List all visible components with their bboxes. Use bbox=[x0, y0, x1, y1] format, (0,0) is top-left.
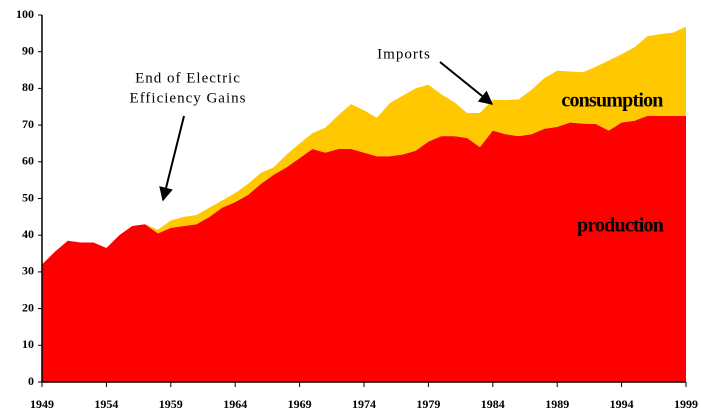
x-tick-label: 1949 bbox=[30, 397, 54, 411]
series-label: Imports bbox=[377, 46, 431, 62]
x-tick-label: 1954 bbox=[94, 397, 118, 411]
series-label: production bbox=[577, 215, 664, 237]
x-tick-label: 1984 bbox=[481, 397, 505, 411]
x-tick-label: 1974 bbox=[352, 397, 376, 411]
x-tick-label: 1964 bbox=[223, 397, 247, 411]
x-tick-label: 1959 bbox=[159, 397, 183, 411]
y-tick-label: 40 bbox=[22, 227, 34, 241]
arrow bbox=[159, 115, 185, 202]
y-tick-label: 60 bbox=[22, 154, 34, 168]
annotation: End of Electric bbox=[135, 70, 241, 86]
y-tick-label: 30 bbox=[22, 264, 34, 278]
x-tick-label: 1979 bbox=[416, 397, 440, 411]
x-tick-label: 1969 bbox=[288, 397, 312, 411]
area bbox=[42, 26, 686, 265]
annotation: consumption bbox=[561, 90, 663, 112]
y-tick-label: 10 bbox=[22, 337, 34, 351]
y-tick-label: 80 bbox=[22, 80, 34, 94]
y-tick-label: 0 bbox=[28, 374, 34, 388]
x-tick-label: 1989 bbox=[545, 397, 569, 411]
y-tick-label: 70 bbox=[22, 117, 34, 131]
area bbox=[42, 115, 686, 383]
annotation: Efficiency Gains bbox=[130, 90, 247, 106]
y-tick-label: 20 bbox=[22, 300, 34, 314]
y-tick-label: 50 bbox=[22, 190, 34, 204]
arrow bbox=[439, 61, 494, 105]
y-tick-label: 90 bbox=[22, 43, 34, 57]
x-tick-label: 1994 bbox=[610, 397, 634, 411]
x-tick-label: 1999 bbox=[674, 397, 698, 411]
y-tick-label: 100 bbox=[16, 7, 34, 21]
